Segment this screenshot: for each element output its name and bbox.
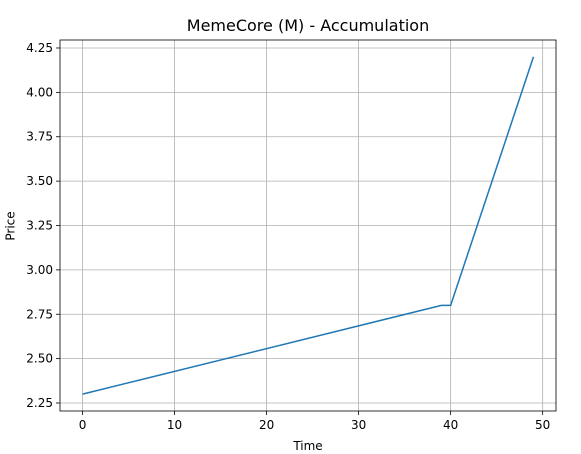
x-tick-label: 10 [167,418,182,432]
x-tick-label: 50 [535,418,550,432]
y-tick-label: 2.25 [26,396,53,410]
x-axis-label: Time [292,439,322,453]
x-tick-label: 30 [351,418,366,432]
y-tick-label: 3.00 [26,263,53,277]
plot-frame [59,39,557,412]
y-axis-label: Price [4,211,18,240]
y-tick-label: 2.75 [26,307,53,321]
y-tick-label: 4.25 [26,41,53,55]
y-tick-label: 4.00 [26,85,53,99]
y-tick-label: 3.75 [26,130,53,144]
y-tick-label: 3.25 [26,219,53,233]
x-tick-label: 40 [443,418,458,432]
chart-title: MemeCore (M) - Accumulation [187,16,429,35]
x-tick-label: 0 [79,418,87,432]
y-tick-label: 2.50 [26,352,53,366]
line-series [82,56,535,395]
x-tick-label: 20 [259,418,274,432]
y-tick-label: 3.50 [26,174,53,188]
